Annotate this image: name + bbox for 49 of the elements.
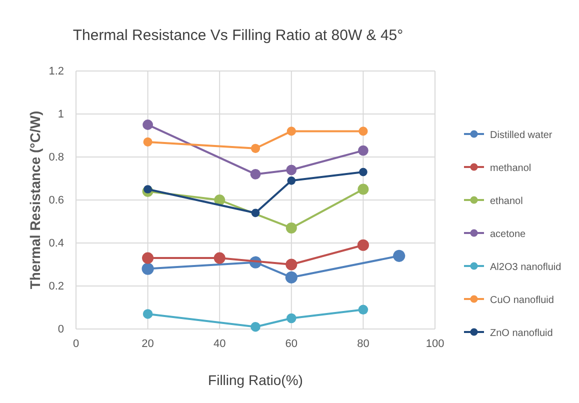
legend-label: Distilled water: [490, 130, 553, 141]
point: [214, 194, 226, 206]
point: [250, 322, 260, 332]
point: [142, 262, 154, 275]
point: [286, 222, 297, 234]
point: [357, 239, 369, 251]
x-tick-label: 20: [142, 338, 154, 350]
point: [143, 137, 152, 146]
point: [286, 258, 298, 270]
point: [144, 185, 152, 194]
y-axis-title: Thermal Resistance (°C/W): [27, 110, 43, 290]
point: [250, 169, 261, 180]
y-tick-label: 1.2: [48, 66, 64, 78]
point: [251, 208, 260, 218]
x-tick-label: 40: [213, 338, 226, 350]
point: [250, 144, 260, 153]
point: [358, 126, 368, 136]
legend-label: ethanol: [490, 196, 523, 207]
y-tick-label: 0: [58, 324, 64, 336]
point: [142, 252, 154, 264]
y-tick-label: 1: [58, 108, 64, 121]
point: [285, 271, 298, 284]
legend-label: CuO nanofluid: [490, 295, 554, 306]
point: [286, 164, 297, 176]
point: [358, 184, 369, 195]
y-tick-label: 0.4: [48, 238, 64, 250]
point: [393, 250, 406, 262]
y-tick-label: 0.8: [48, 152, 64, 164]
legend-label: Al2O3 nanofluid: [490, 262, 562, 273]
x-tick-label: 60: [285, 338, 298, 350]
point: [142, 309, 153, 319]
point: [359, 168, 368, 176]
chart-title: Thermal Resistance Vs Filling Ratio at 80W & 45°: [72, 27, 404, 44]
legend-label: acetone: [490, 229, 526, 240]
point: [214, 252, 226, 264]
x-tick-label: 0: [72, 338, 80, 350]
point: [287, 176, 296, 185]
legend-label: ZnO nanofluid: [490, 328, 553, 339]
y-tick-label: 0.6: [48, 194, 64, 207]
point: [286, 126, 296, 136]
point: [358, 304, 368, 315]
x-tick-label: 100: [426, 338, 444, 350]
point: [358, 145, 368, 156]
y-tick-label: 0.2: [48, 280, 64, 293]
point: [142, 120, 153, 130]
x-axis-title: Filling Ratio(%): [208, 372, 303, 388]
legend-label: methanol: [490, 163, 532, 174]
point: [286, 313, 296, 324]
x-tick-label: 80: [357, 338, 370, 350]
